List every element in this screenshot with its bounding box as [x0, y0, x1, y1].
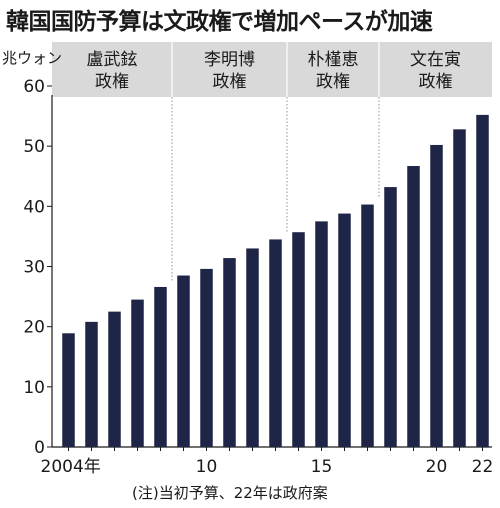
bar-2013	[269, 239, 282, 447]
administration-label: 盧武鉉政権	[87, 50, 138, 92]
bar-2019	[407, 166, 420, 447]
bar-2008	[154, 286, 167, 447]
bar-2020	[430, 144, 443, 448]
y-tick-label: 50	[23, 137, 45, 157]
x-tick-label: 10	[196, 457, 218, 477]
bar-2017	[361, 204, 374, 447]
bar-2005	[85, 321, 98, 447]
bar-2015	[315, 221, 328, 447]
bar-2004	[62, 333, 75, 447]
bar-2018	[384, 187, 397, 447]
footnote: (注)当初予算、22年は政府案	[132, 484, 328, 502]
bar-2009	[177, 275, 190, 447]
bar-2022	[476, 114, 489, 447]
y-axis-unit-label: 兆ウォン	[2, 49, 62, 67]
bar-2012	[246, 248, 259, 447]
bar-2021	[453, 129, 466, 447]
bar-2011	[223, 258, 236, 447]
administration-label: 文在寅政権	[410, 50, 461, 92]
bar-2014	[292, 232, 305, 447]
y-tick-label: 40	[23, 197, 45, 217]
y-tick-label: 20	[23, 318, 45, 338]
y-tick-label: 0	[34, 438, 45, 458]
x-tick-label: 20	[426, 457, 448, 477]
chart-title: 韓国国防予算は文政権で増加ペースが加速	[6, 9, 433, 35]
bar-2007	[131, 299, 144, 447]
administration-label: 朴槿恵政権	[308, 50, 359, 92]
bar-2016	[338, 213, 351, 447]
bar-2006	[108, 311, 121, 447]
y-tick-label: 30	[23, 258, 45, 278]
y-tick-label: 10	[23, 378, 45, 398]
x-tick-label: 22	[472, 457, 494, 477]
administration-label: 李明博政権	[204, 50, 255, 92]
x-tick-label: 2004年	[41, 457, 101, 477]
x-tick-label: 15	[311, 457, 333, 477]
administration-band	[52, 42, 492, 97]
y-tick-label: 60	[23, 77, 45, 97]
bar-2010	[200, 268, 213, 447]
